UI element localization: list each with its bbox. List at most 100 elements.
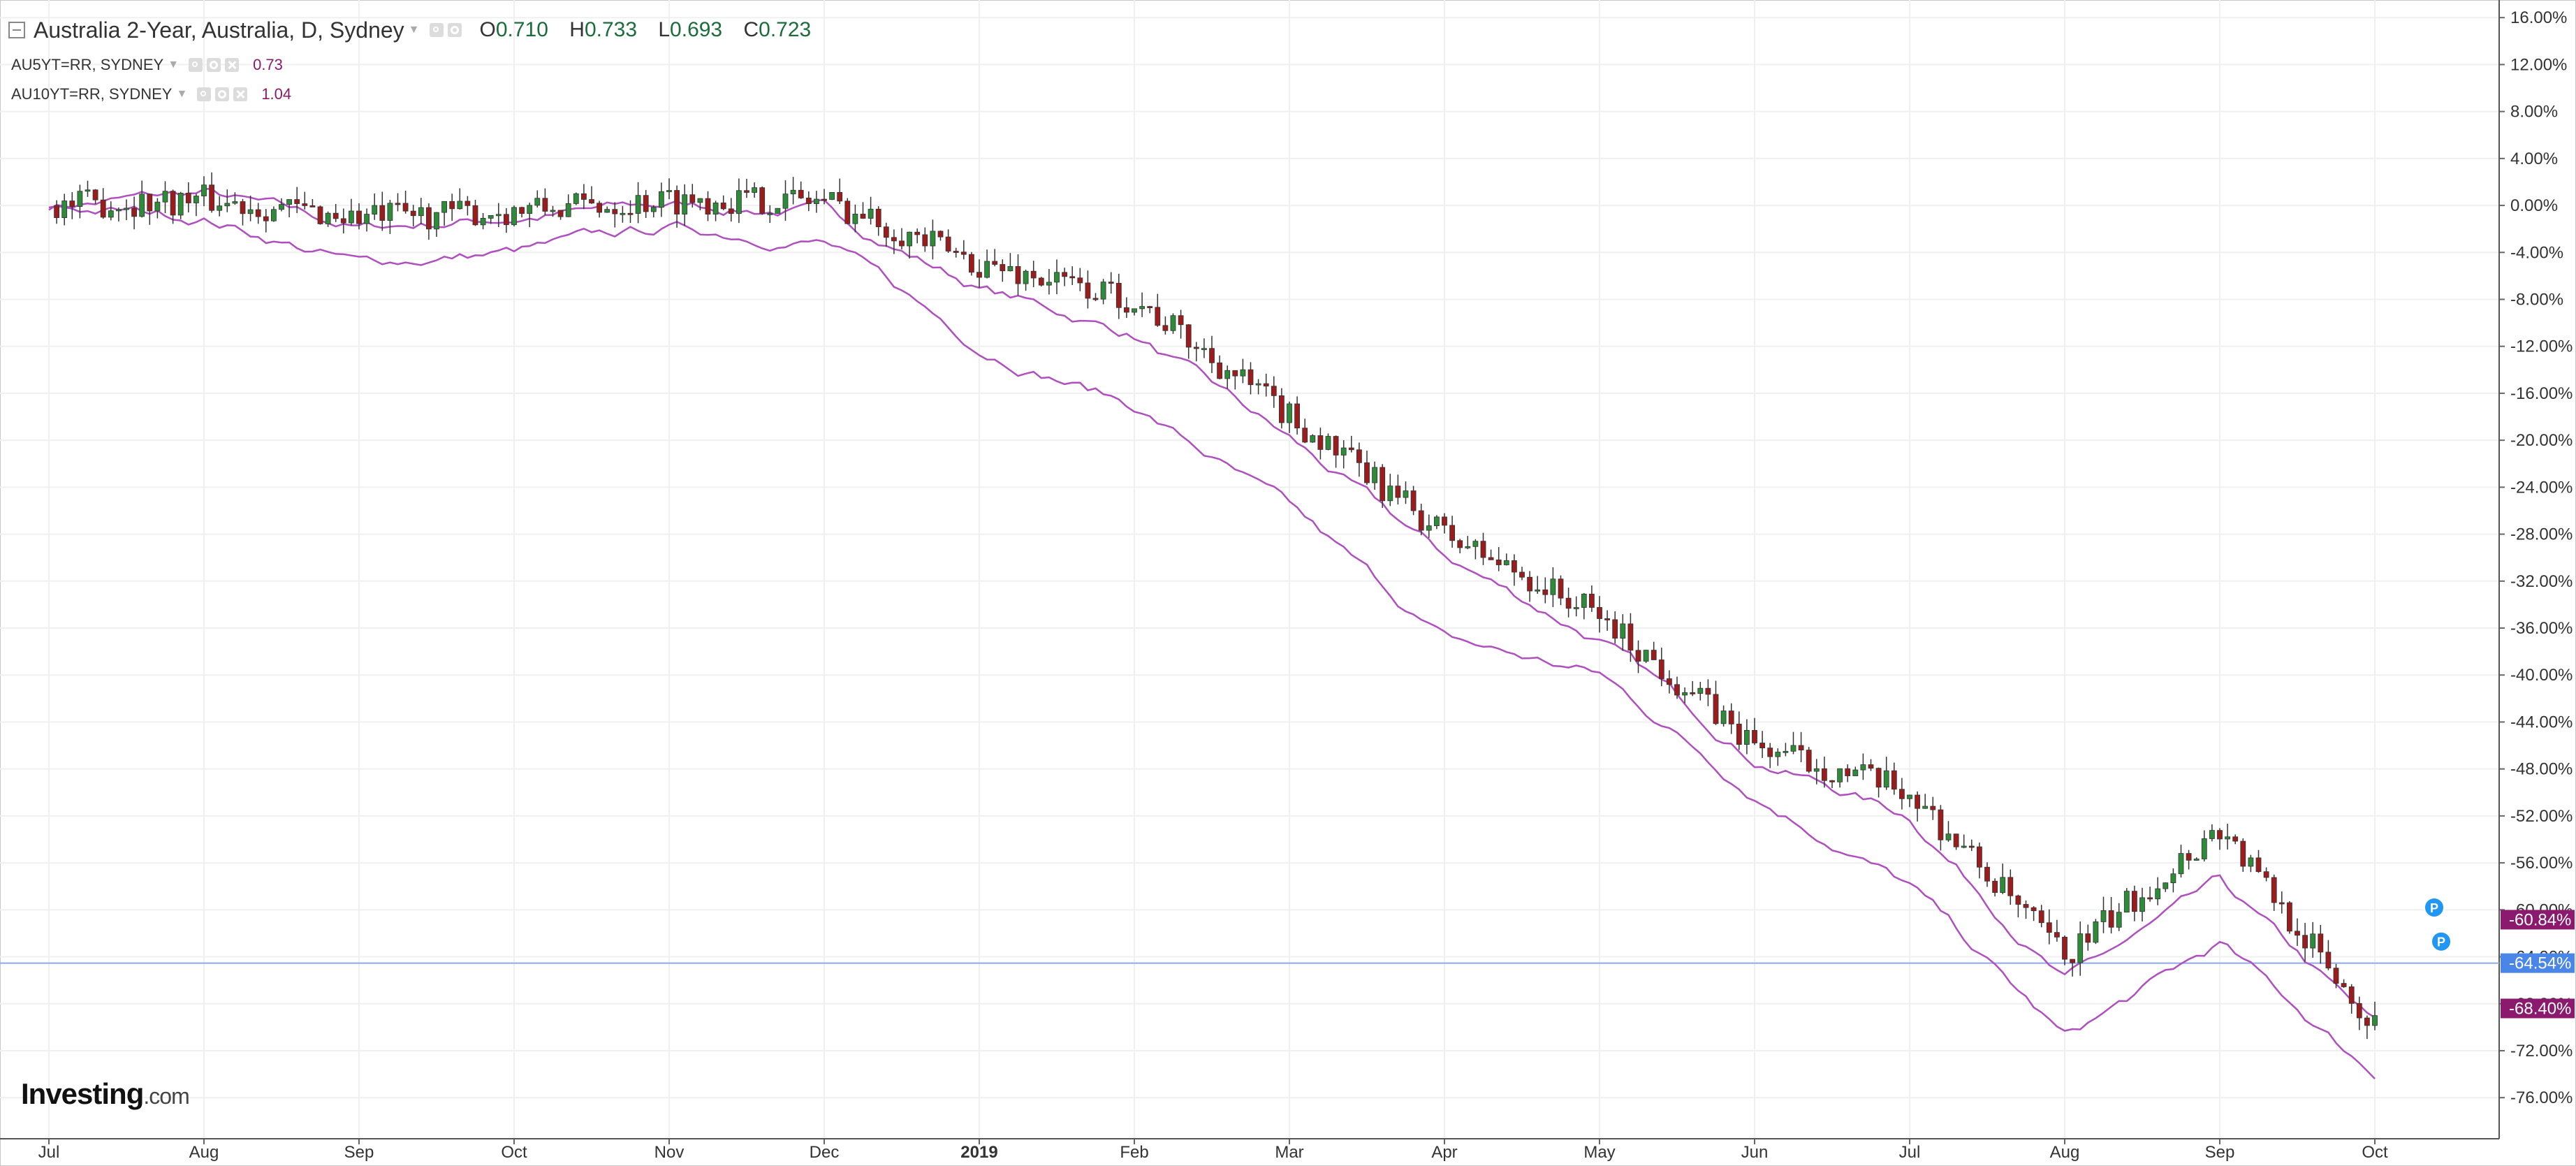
gear-icon[interactable] — [207, 58, 221, 72]
candle-body — [154, 201, 161, 212]
candle-body — [2155, 888, 2161, 900]
value-badge — [2501, 953, 2575, 973]
candle-body — [85, 189, 91, 192]
candle-body — [883, 226, 889, 238]
candle-body — [1263, 383, 1269, 387]
y-tick-label: -56.00% — [2510, 854, 2573, 873]
candle-body — [1945, 833, 1952, 840]
candle-body — [1588, 593, 1595, 608]
candle-body — [2302, 935, 2308, 949]
gear-icon[interactable] — [215, 87, 230, 101]
candle-body — [1868, 764, 1874, 769]
candle-body — [1976, 846, 1982, 868]
x-tick-label: Sep — [344, 1143, 374, 1162]
candle-body — [1170, 315, 1176, 331]
candle-body — [2116, 912, 2122, 928]
candle-body — [565, 203, 571, 217]
eye-icon[interactable] — [197, 87, 212, 101]
x-tick-label: May — [1583, 1143, 1615, 1162]
candle-body — [294, 199, 300, 204]
candle-body — [930, 231, 936, 247]
x-tick-label: Aug — [189, 1143, 219, 1162]
candle-body — [1426, 525, 1432, 531]
candle-body — [1442, 516, 1447, 526]
comparison-series-name[interactable]: AU5YT=RR, SYDNEY — [11, 56, 164, 73]
candle-body — [2062, 936, 2068, 960]
candle-body — [418, 207, 424, 217]
ohlc-high: H0.733 — [569, 18, 638, 41]
candle-body — [1340, 447, 1347, 456]
candle-body — [2038, 910, 2044, 924]
candle-body — [1185, 324, 1192, 348]
candle-body — [1550, 578, 1556, 595]
candle-body — [1271, 386, 1277, 396]
x-tick-label: Oct — [2362, 1143, 2388, 1162]
candle-body — [115, 209, 122, 212]
chevron-down-icon[interactable]: ▼ — [408, 24, 420, 36]
candle-body — [643, 195, 649, 212]
candle-body — [1162, 325, 1169, 331]
candle-body — [1821, 768, 1827, 781]
candle-body — [759, 187, 766, 214]
candle-body — [131, 207, 138, 217]
candle-body — [2310, 933, 2316, 949]
chevron-down-icon[interactable]: ▼ — [168, 59, 180, 71]
gear-icon[interactable] — [447, 23, 462, 37]
x-tick-label: Jul — [1899, 1143, 1921, 1162]
candle-body — [1961, 845, 1967, 848]
candle-body — [1620, 623, 1626, 639]
candle-body — [1713, 694, 1719, 724]
candle-body — [1651, 650, 1657, 660]
candle-body — [2015, 895, 2021, 905]
candle-body — [837, 191, 843, 202]
candle-body — [2232, 836, 2239, 842]
candle-body — [1938, 809, 1944, 840]
candle-body — [1883, 770, 1889, 788]
series-line-au5yt — [48, 187, 2376, 1019]
candle-body — [340, 218, 346, 224]
collapse-icon[interactable] — [8, 22, 25, 38]
p-marker-label: P — [2430, 901, 2438, 915]
candle-body — [697, 198, 703, 203]
candle-body — [868, 208, 874, 219]
candle-body — [2093, 921, 2099, 943]
candle-body — [790, 189, 796, 195]
chevron-down-icon[interactable]: ▼ — [176, 88, 188, 100]
candle-body — [1062, 272, 1067, 277]
eye-icon[interactable] — [429, 23, 444, 37]
candle-body — [139, 194, 145, 217]
candle-body — [1132, 308, 1137, 313]
comparison-series-name[interactable]: AU10YT=RR, SYDNEY — [11, 85, 173, 103]
candle-body — [1403, 490, 1409, 498]
candle-body — [1581, 593, 1587, 608]
candle-body — [1759, 743, 1766, 749]
value-badge-label: -60.84% — [2509, 910, 2571, 929]
close-icon[interactable] — [233, 87, 248, 101]
y-tick-label: 16.00% — [2510, 8, 2567, 27]
y-tick-label: 0.00% — [2510, 196, 2558, 215]
candle-body — [2364, 1017, 2370, 1026]
candle-body — [2170, 873, 2176, 884]
candle-body — [1155, 307, 1161, 326]
candle-body — [682, 194, 688, 214]
candle-body — [2123, 891, 2130, 913]
candle-body — [1968, 845, 1975, 848]
eye-icon[interactable] — [189, 58, 203, 72]
candle-body — [1193, 347, 1199, 349]
main-series-title[interactable]: Australia 2-Year, Australia, D, Sydney — [34, 17, 404, 43]
candle-body — [1054, 272, 1060, 283]
candle-body — [100, 199, 106, 218]
candle-body — [1527, 576, 1533, 592]
candle-body — [573, 193, 579, 204]
candle-body — [728, 208, 734, 214]
candle-body — [1891, 770, 1897, 790]
close-icon[interactable] — [225, 58, 240, 72]
candle-body — [1783, 750, 1789, 753]
candle-body — [1565, 597, 1572, 609]
candle-body — [1030, 270, 1037, 279]
candle-body — [557, 210, 564, 217]
candle-body — [705, 198, 711, 214]
candle-body — [1915, 794, 1921, 809]
